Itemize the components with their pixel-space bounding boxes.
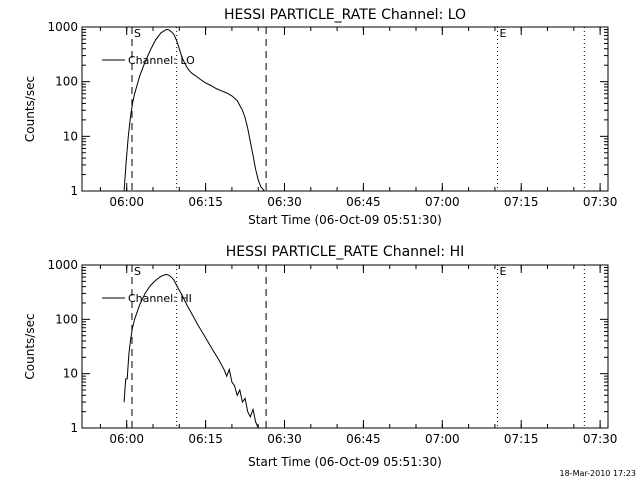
- x-tick-label: 06:30: [267, 195, 302, 209]
- marker-label: E: [500, 27, 507, 40]
- x-tick-label: 06:00: [109, 432, 144, 446]
- x-tick-label: 07:00: [425, 195, 460, 209]
- x-tick-label: 06:30: [267, 432, 302, 446]
- x-tick-label: 07:15: [504, 195, 539, 209]
- x-tick-label: 07:00: [425, 432, 460, 446]
- timestamp-footer: 18-Mar-2010 17:23: [559, 469, 637, 478]
- y-tick-label: 10: [63, 129, 78, 143]
- y-tick-label: 1000: [47, 20, 78, 34]
- x-axis-label: Start Time (06-Oct-09 05:51:30): [248, 455, 442, 469]
- legend-label: Channel: HI: [128, 292, 192, 305]
- x-tick-label: 06:00: [109, 195, 144, 209]
- series-line: [123, 273, 259, 429]
- y-tick-label: 1: [70, 421, 78, 435]
- marker-label: E: [500, 265, 507, 278]
- x-tick-label: 07:30: [583, 432, 618, 446]
- y-axis-label: Counts/sec: [23, 76, 37, 142]
- plot-frame: [81, 26, 609, 192]
- x-tick-label: 07:30: [583, 195, 618, 209]
- legend-label: Channel: LO: [128, 54, 195, 67]
- y-tick-label: 10: [63, 367, 78, 381]
- marker-label: S: [134, 27, 141, 40]
- x-tick-label: 06:45: [346, 195, 381, 209]
- y-tick-label: 1: [70, 184, 78, 198]
- chart-title: HESSI PARTICLE_RATE Channel: HI: [226, 244, 464, 260]
- plot-frame: [81, 264, 609, 429]
- chart-title: HESSI PARTICLE_RATE Channel: LO: [224, 7, 466, 23]
- series-line: [123, 28, 265, 192]
- x-tick-label: 07:15: [504, 432, 539, 446]
- x-tick-label: 06:45: [346, 432, 381, 446]
- y-axis-label: Counts/sec: [23, 313, 37, 379]
- x-tick-label: 06:15: [188, 432, 223, 446]
- x-tick-label: 06:15: [188, 195, 223, 209]
- y-tick-label: 100: [55, 75, 78, 89]
- y-tick-label: 1000: [47, 258, 78, 272]
- y-tick-label: 100: [55, 312, 78, 326]
- marker-label: S: [134, 265, 141, 278]
- x-axis-label: Start Time (06-Oct-09 05:51:30): [248, 213, 442, 227]
